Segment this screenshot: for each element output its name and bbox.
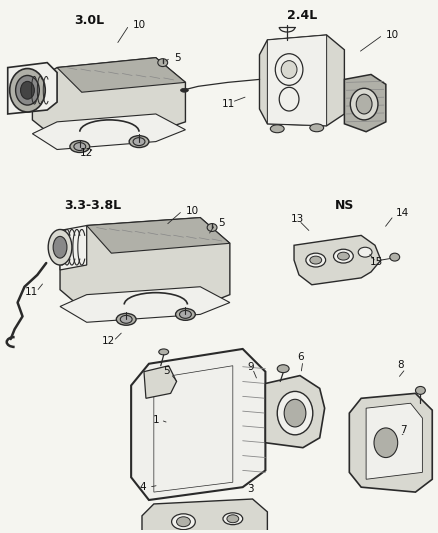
Ellipse shape <box>333 249 353 263</box>
Polygon shape <box>344 75 386 132</box>
Polygon shape <box>350 393 432 492</box>
Ellipse shape <box>117 313 136 325</box>
Ellipse shape <box>10 69 45 112</box>
Text: 11: 11 <box>222 99 235 109</box>
Polygon shape <box>142 499 267 533</box>
Text: 12: 12 <box>80 149 93 158</box>
Ellipse shape <box>129 136 149 148</box>
Polygon shape <box>32 114 185 149</box>
Ellipse shape <box>48 230 72 265</box>
Text: 4: 4 <box>139 482 146 492</box>
Ellipse shape <box>172 514 195 530</box>
Ellipse shape <box>74 143 86 150</box>
Ellipse shape <box>310 256 321 264</box>
Ellipse shape <box>358 247 372 257</box>
Ellipse shape <box>21 82 34 99</box>
Ellipse shape <box>337 252 350 260</box>
Text: 5: 5 <box>218 217 225 228</box>
Ellipse shape <box>390 253 400 261</box>
Ellipse shape <box>350 88 378 120</box>
Ellipse shape <box>158 59 168 67</box>
Ellipse shape <box>306 253 325 267</box>
Ellipse shape <box>277 391 313 435</box>
Ellipse shape <box>374 428 398 457</box>
Ellipse shape <box>53 237 67 258</box>
Polygon shape <box>32 58 185 140</box>
Ellipse shape <box>70 141 90 152</box>
Ellipse shape <box>180 310 191 318</box>
Polygon shape <box>144 366 177 398</box>
Ellipse shape <box>310 124 324 132</box>
Text: 10: 10 <box>133 20 146 30</box>
Ellipse shape <box>277 365 289 373</box>
Text: 9: 9 <box>247 362 254 372</box>
Ellipse shape <box>176 309 195 320</box>
Ellipse shape <box>207 223 217 231</box>
Polygon shape <box>366 403 422 479</box>
Text: 3.0L: 3.0L <box>74 14 104 27</box>
Text: 11: 11 <box>25 287 38 297</box>
Text: 3: 3 <box>247 484 254 494</box>
Polygon shape <box>294 236 381 285</box>
Ellipse shape <box>275 54 303 85</box>
Polygon shape <box>60 225 87 270</box>
Polygon shape <box>57 58 185 92</box>
Polygon shape <box>8 62 57 114</box>
Text: 13: 13 <box>291 214 304 224</box>
Polygon shape <box>60 287 230 322</box>
Polygon shape <box>259 35 344 126</box>
Text: 5: 5 <box>163 366 170 376</box>
Text: 6: 6 <box>297 352 304 362</box>
Text: 10: 10 <box>185 206 198 216</box>
Ellipse shape <box>223 513 243 524</box>
Text: 7: 7 <box>400 425 406 435</box>
Ellipse shape <box>120 316 132 324</box>
Text: 10: 10 <box>386 30 399 40</box>
Ellipse shape <box>284 399 306 427</box>
Ellipse shape <box>281 61 297 78</box>
Ellipse shape <box>177 517 191 527</box>
Text: 12: 12 <box>102 336 115 346</box>
Polygon shape <box>60 217 230 312</box>
Text: 5: 5 <box>175 53 181 63</box>
Text: 8: 8 <box>398 360 404 370</box>
Ellipse shape <box>416 386 425 394</box>
Polygon shape <box>87 217 230 253</box>
Polygon shape <box>265 376 325 448</box>
Text: NS: NS <box>335 199 354 212</box>
Text: 15: 15 <box>370 257 383 267</box>
Ellipse shape <box>270 125 284 133</box>
Text: 1: 1 <box>153 415 159 425</box>
Text: 3.3-3.8L: 3.3-3.8L <box>64 199 121 212</box>
Ellipse shape <box>227 515 239 523</box>
Text: 2.4L: 2.4L <box>287 9 318 22</box>
Polygon shape <box>131 349 265 500</box>
Ellipse shape <box>159 349 169 355</box>
Ellipse shape <box>180 88 188 92</box>
Ellipse shape <box>133 138 145 146</box>
Ellipse shape <box>16 76 39 105</box>
Text: 14: 14 <box>396 208 409 217</box>
Ellipse shape <box>356 94 372 114</box>
Ellipse shape <box>279 87 299 111</box>
Polygon shape <box>267 35 327 126</box>
